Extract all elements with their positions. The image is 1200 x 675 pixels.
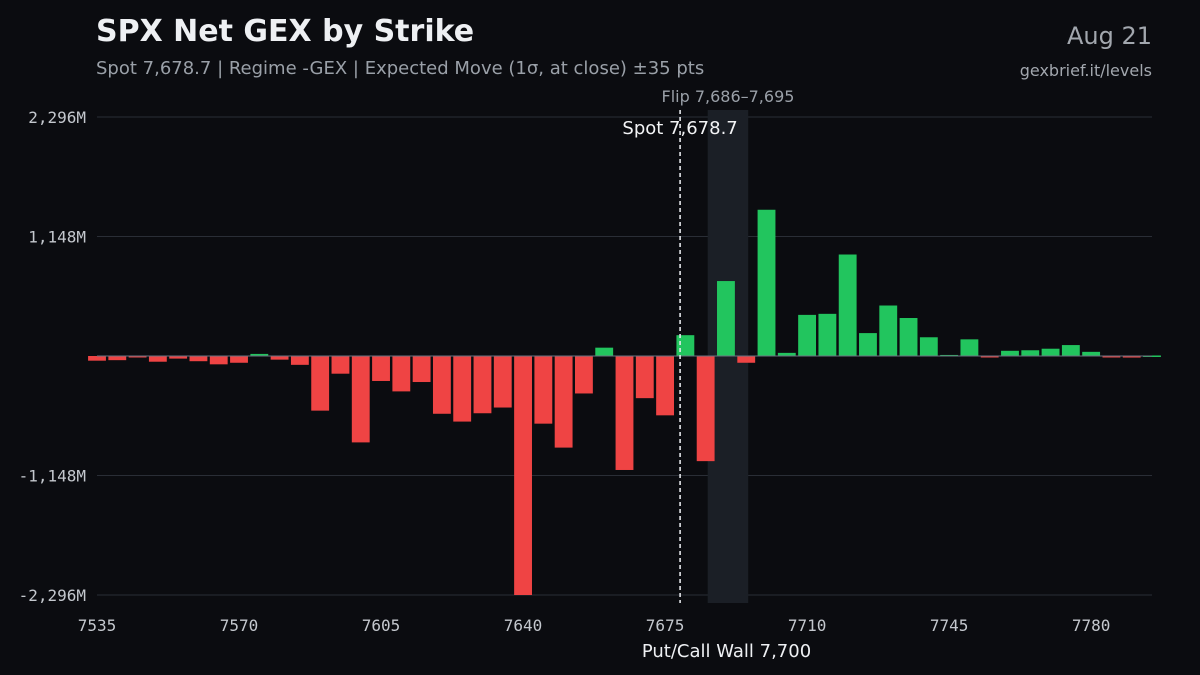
y-tick-label: 1,148M	[28, 228, 86, 247]
bar-layer	[88, 209, 1161, 595]
gex-bar	[351, 356, 370, 443]
gex-bar	[777, 352, 796, 356]
gex-bar	[453, 356, 472, 422]
gex-bar	[899, 318, 918, 356]
gex-bar	[615, 356, 634, 470]
x-tick-label: 7675	[646, 616, 685, 635]
gex-bar	[1102, 356, 1121, 358]
gex-bar	[148, 356, 167, 362]
gex-bar	[372, 356, 390, 381]
gex-bar	[757, 209, 776, 356]
gex-bar	[473, 356, 492, 414]
gex-bar	[108, 356, 127, 361]
gex-bar	[250, 353, 269, 356]
gex-bar	[128, 356, 147, 358]
gex-bar	[412, 356, 431, 383]
gex-bar	[169, 356, 188, 359]
gex-bar	[635, 356, 654, 399]
gex-bar	[1041, 348, 1060, 356]
gex-bar	[1021, 350, 1040, 356]
gex-bar	[432, 356, 451, 414]
gex-bar	[514, 356, 532, 595]
date-label: Aug 21	[1066, 22, 1152, 50]
spot-label: Spot 7,678.7	[622, 118, 737, 139]
gex-bar	[1082, 351, 1101, 356]
gex-bar	[290, 356, 309, 365]
source-link[interactable]: gexbrief.it/levels	[1019, 61, 1152, 80]
gex-bar	[230, 356, 248, 363]
flip-label: Flip 7,686–7,695	[661, 87, 794, 106]
gex-bar	[818, 313, 837, 356]
gex-bar	[676, 335, 695, 356]
gex-bar	[1061, 345, 1080, 356]
label-layer: 2,296M 1,148M -1,148M -2,296M 7535 7570 7605 76…	[19, 108, 1111, 635]
gex-bar	[209, 356, 228, 365]
gex-bar	[717, 281, 735, 356]
gex-bar	[859, 333, 877, 356]
put-call-wall-label: Put/Call Wall 7,700	[642, 641, 811, 662]
gex-bar	[595, 347, 614, 356]
x-tick-label: 7710	[788, 616, 827, 635]
grid-layer	[97, 116, 1152, 596]
gex-bar	[574, 356, 593, 394]
x-tick-label: 7535	[78, 616, 117, 635]
gex-bar	[696, 356, 715, 462]
gex-bar	[88, 356, 106, 361]
gex-bar	[737, 356, 756, 363]
gex-bar	[798, 314, 817, 356]
gex-bar	[270, 356, 289, 360]
gex-bar	[554, 356, 573, 448]
y-tick-label: 2,296M	[28, 108, 86, 127]
gex-bar	[311, 356, 330, 411]
gex-bar	[1122, 356, 1141, 358]
y-tick-label: -1,148M	[19, 467, 86, 486]
chart-subtitle: Spot 7,678.7 | Regime -GEX | Expected Mo…	[96, 58, 705, 79]
x-tick-label: 7570	[220, 616, 259, 635]
gex-bar	[838, 254, 857, 356]
gex-bar	[879, 305, 898, 356]
x-tick-label: 7745	[930, 616, 969, 635]
gex-bar	[960, 339, 979, 356]
gex-bar	[534, 356, 553, 424]
x-tick-label: 7605	[362, 616, 401, 635]
gex-bar	[493, 356, 512, 408]
gex-bar	[392, 356, 411, 392]
chart-title: SPX Net GEX by Strike	[96, 14, 475, 49]
gex-bar	[656, 356, 675, 416]
x-tick-label: 7780	[1072, 616, 1111, 635]
x-tick-label: 7640	[504, 616, 543, 635]
gex-bar	[331, 356, 350, 374]
gex-bar	[1001, 350, 1019, 356]
gex-bar	[189, 356, 208, 362]
gex-bar	[980, 356, 999, 358]
y-tick-label: -2,296M	[19, 586, 86, 605]
gex-bar	[919, 337, 938, 356]
